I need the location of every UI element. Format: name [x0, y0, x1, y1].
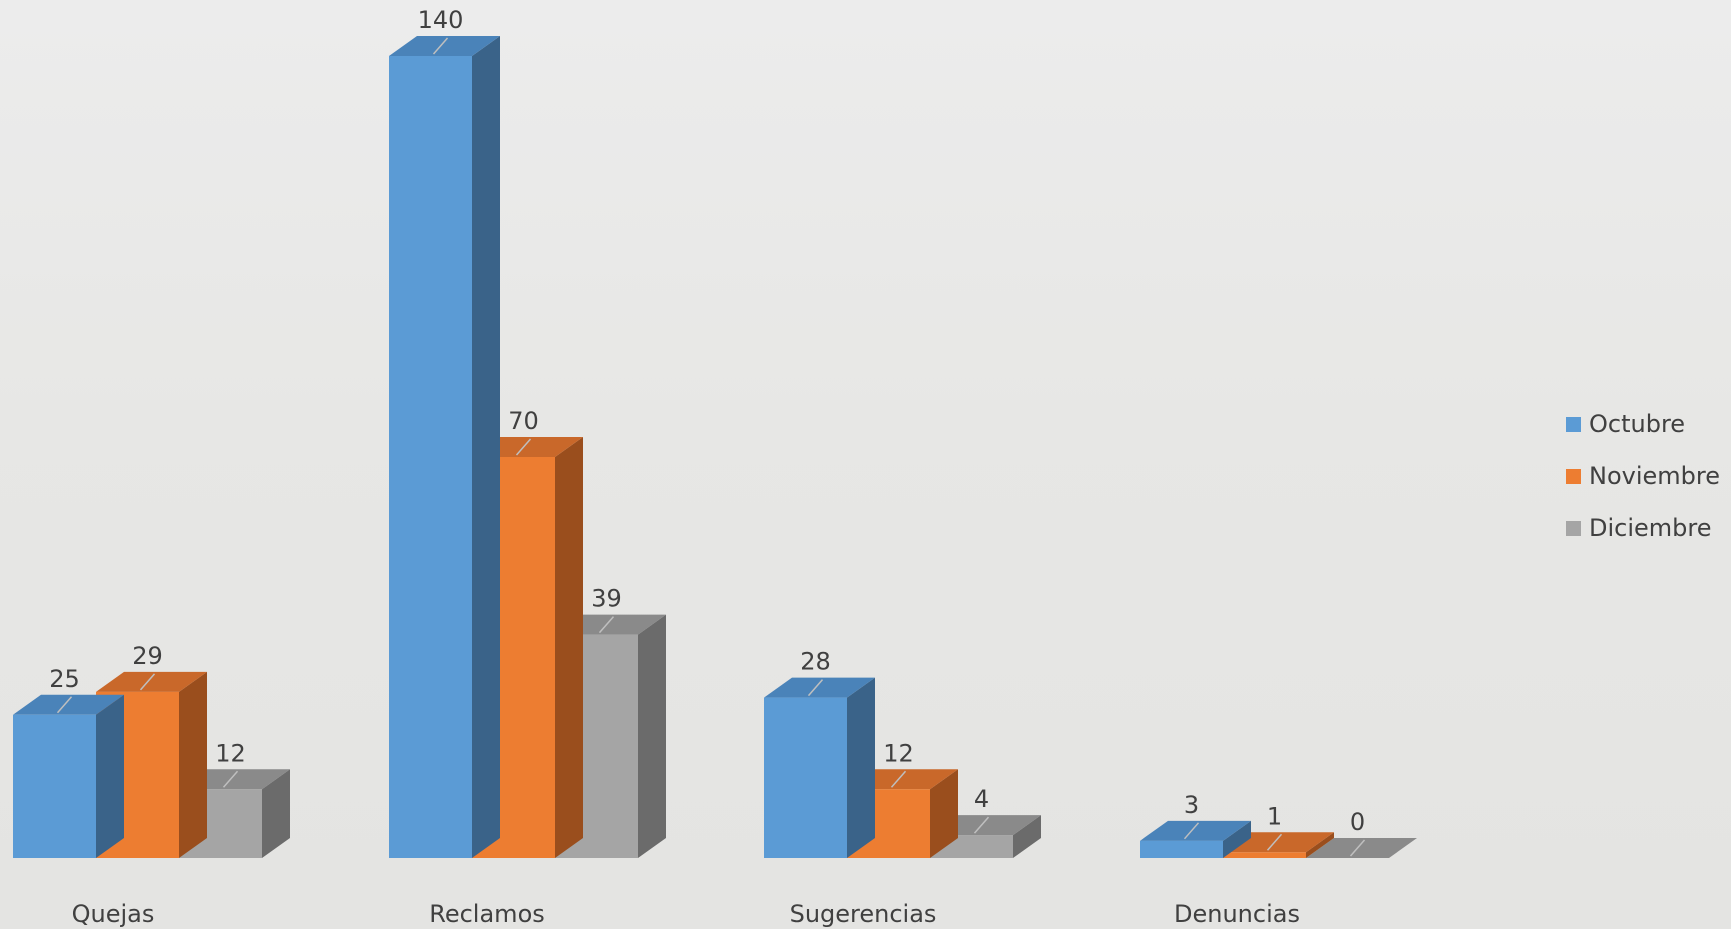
- value-leader-line: [222, 770, 239, 788]
- value-label: 70: [508, 407, 539, 435]
- value-label: 12: [215, 739, 246, 767]
- bars-layer: [13, 36, 1417, 858]
- bar-top-face: [764, 677, 875, 698]
- legend-item: Octubre: [1566, 398, 1720, 450]
- legend-label: Diciembre: [1589, 514, 1712, 542]
- legend-label: Octubre: [1589, 410, 1686, 438]
- value-label: 25: [49, 665, 80, 693]
- legend-item: Noviembre: [1566, 450, 1720, 502]
- value-leader-line: [598, 616, 615, 634]
- bar-side-face: [96, 694, 124, 858]
- value-leader-line: [515, 438, 532, 456]
- bar-side-face: [262, 769, 290, 858]
- bar-front-face: [1140, 840, 1223, 858]
- bar-top-face: [1140, 820, 1251, 841]
- bar-reclamos-octubre: [389, 36, 500, 858]
- category-label: Quejas: [72, 900, 155, 928]
- bar-front-face: [764, 697, 847, 858]
- value-leader-line: [1183, 822, 1200, 840]
- bar-side-face: [1013, 815, 1041, 858]
- bar-top-face: [96, 671, 207, 692]
- category-label: Reclamos: [429, 900, 545, 928]
- bar-side-face: [1223, 820, 1251, 858]
- value-leader-line: [139, 673, 156, 691]
- bar-side-face: [555, 437, 583, 858]
- legend-label: Noviembre: [1589, 462, 1720, 490]
- value-label: 12: [883, 739, 914, 767]
- value-label: 28: [800, 648, 831, 676]
- chart-legend: Octubre Noviembre Diciembre: [1566, 398, 1720, 554]
- category-label: Denuncias: [1174, 900, 1300, 928]
- value-leader-line: [1266, 833, 1283, 851]
- value-label: 4: [974, 785, 989, 813]
- bar-side-face: [930, 769, 958, 858]
- bar-quejas-octubre: [13, 694, 124, 858]
- value-label: 140: [418, 6, 464, 34]
- bar-top-face: [389, 36, 500, 56]
- value-leader-line: [1349, 839, 1366, 857]
- value-label: 39: [591, 585, 622, 613]
- value-label: 3: [1184, 791, 1199, 819]
- value-leader-line: [432, 37, 449, 55]
- legend-swatch: [1566, 416, 1581, 432]
- bar-denuncias-octubre: [1140, 820, 1251, 858]
- value-label: 1: [1267, 802, 1282, 830]
- bar-front-face: [1223, 852, 1306, 858]
- value-label: 0: [1350, 808, 1365, 836]
- legend-swatch: [1566, 520, 1581, 536]
- category-label: Sugerencias: [790, 900, 937, 928]
- bar-side-face: [179, 671, 207, 858]
- value-leader-line: [890, 770, 907, 788]
- bar-side-face: [847, 677, 875, 858]
- value-leader-line: [807, 679, 824, 697]
- bar-side-face: [638, 614, 666, 858]
- bar-top-face: [13, 694, 124, 715]
- bar-denuncias-diciembre: [1306, 838, 1417, 858]
- bar-sugerencias-octubre: [764, 677, 875, 858]
- legend-swatch: [1566, 468, 1581, 484]
- value-label: 29: [132, 642, 163, 670]
- value-leader-line: [973, 816, 990, 834]
- bar-side-face: [472, 36, 500, 858]
- bar-front-face: [13, 714, 96, 858]
- legend-item: Diciembre: [1566, 502, 1720, 554]
- labels-layer: 12 29 25 Quejas 39 70 140 Reclamos 4 12 28 Sugerenc…: [49, 6, 1365, 928]
- value-leader-line: [56, 696, 73, 714]
- bar-side-face: [1306, 832, 1334, 858]
- bar-front-face: [389, 56, 472, 858]
- bar-top-face: [1306, 838, 1417, 858]
